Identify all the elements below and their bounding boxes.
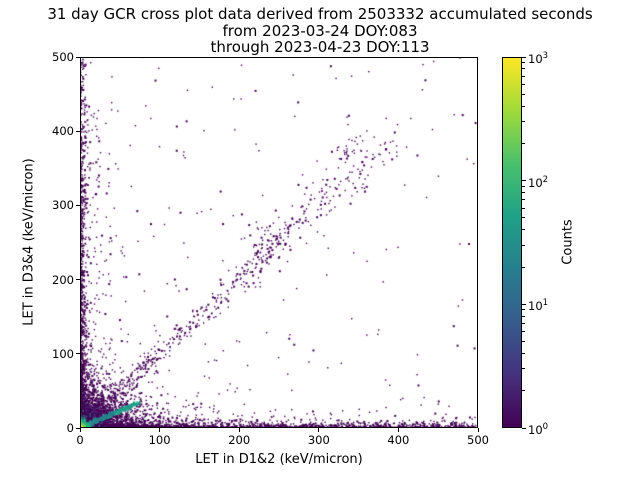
y-tick-label: 100: [52, 346, 74, 361]
colorbar-tick-label: 100: [528, 422, 549, 437]
colorbar-minor-tick: [522, 62, 525, 64]
colorbar-minor-tick: [522, 207, 525, 209]
y-tick-mark: [76, 279, 80, 281]
colorbar-minor-tick: [522, 185, 525, 187]
colorbar-tick-label: 102: [528, 174, 549, 190]
y-tick-mark: [76, 130, 80, 132]
colorbar-major-tick: [522, 303, 526, 305]
colorbar-minor-tick: [522, 309, 525, 311]
y-tick-mark: [76, 427, 80, 429]
x-tick-mark: [397, 428, 399, 432]
colorbar-minor-tick: [522, 229, 525, 231]
colorbar-minor-tick: [522, 322, 525, 324]
colorbar-gradient: [503, 58, 521, 427]
colorbar-minor-tick: [522, 368, 525, 370]
chart-title: 31 day GCR cross plot data derived from …: [0, 6, 640, 56]
colorbar: [502, 57, 522, 428]
colorbar-minor-tick: [522, 353, 525, 355]
colorbar-tick-label: 103: [528, 51, 549, 66]
scatter-plot-canvas: [80, 57, 478, 428]
colorbar-major-tick: [522, 56, 526, 58]
x-tick-label: 500: [467, 433, 489, 447]
x-tick-mark: [79, 428, 81, 432]
y-tick-mark: [76, 353, 80, 355]
colorbar-tick-label: 101: [528, 298, 549, 314]
x-tick-label: 200: [228, 433, 251, 447]
colorbar-minor-tick: [522, 142, 525, 144]
colorbar-minor-tick: [522, 315, 525, 317]
colorbar-minor-tick: [522, 199, 525, 201]
x-tick-mark: [477, 428, 479, 432]
colorbar-minor-tick: [522, 75, 525, 77]
colorbar-minor-tick: [522, 244, 525, 246]
title-line-3: through 2023-04-23 DOY:113: [210, 38, 430, 56]
colorbar-minor-tick: [522, 105, 525, 107]
colorbar-label: Counts: [560, 219, 576, 265]
colorbar-minor-tick: [522, 217, 525, 219]
colorbar-major-tick: [522, 427, 526, 429]
colorbar-minor-tick: [522, 83, 525, 85]
x-tick-mark: [238, 428, 240, 432]
y-tick-label: 0: [66, 421, 74, 435]
x-axis-label: LET in D1&2 (keV/micron): [195, 452, 363, 467]
y-tick-label: 500: [52, 50, 74, 64]
title-line-2: from 2023-03-24 DOY:083: [222, 21, 418, 40]
x-tick-mark: [159, 428, 161, 432]
colorbar-minor-tick: [522, 331, 525, 333]
colorbar-minor-tick: [522, 68, 525, 70]
colorbar-minor-tick: [522, 341, 525, 343]
colorbar-minor-tick: [522, 266, 525, 268]
colorbar-minor-tick: [522, 390, 525, 392]
y-tick-mark: [76, 204, 80, 206]
x-tick-label: 100: [148, 433, 171, 447]
colorbar-minor-tick: [522, 93, 525, 95]
y-tick-label: 300: [52, 198, 74, 213]
y-tick-label: 400: [52, 124, 74, 139]
colorbar-minor-tick: [522, 192, 525, 194]
x-tick-label: 400: [387, 433, 410, 447]
y-tick-label: 200: [52, 272, 74, 287]
x-tick-label: 0: [76, 433, 84, 447]
title-line-1: 31 day GCR cross plot data derived from …: [47, 5, 593, 23]
colorbar-minor-tick: [522, 121, 525, 123]
y-tick-mark: [76, 56, 80, 58]
y-axis-label: LET in D3&4 (keV/micron): [21, 158, 37, 326]
x-tick-mark: [318, 428, 320, 432]
colorbar-major-tick: [522, 180, 526, 182]
x-tick-label: 300: [307, 433, 330, 447]
